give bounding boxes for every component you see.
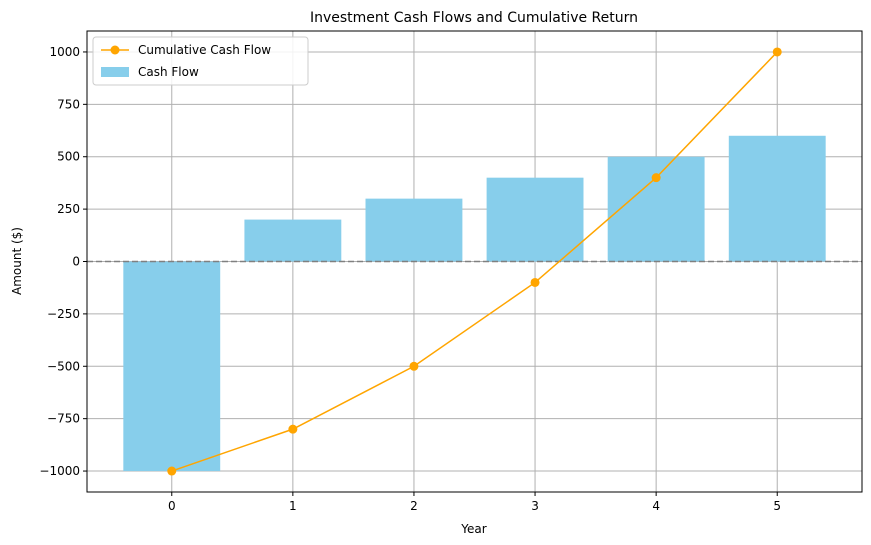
axis-ticks: 0 1 2 3 4 5 −1000 −750 −500 −250 0 250 500 750 1000 xyxy=(39,45,781,513)
y-tick-label: 0 xyxy=(72,255,80,269)
cumulative-point xyxy=(772,47,782,57)
line-series xyxy=(167,47,782,476)
legend-marker-swatch xyxy=(110,45,120,55)
chart-title: Investment Cash Flows and Cumulative Ret… xyxy=(310,10,638,26)
cumulative-point xyxy=(167,466,177,476)
y-tick-label: −1000 xyxy=(39,464,80,478)
x-tick-label: 3 xyxy=(531,499,539,513)
x-axis-label: Year xyxy=(460,522,486,536)
y-tick-label: 750 xyxy=(57,97,80,111)
y-tick-label: −250 xyxy=(47,307,80,321)
legend-bar-swatch xyxy=(101,67,129,77)
cumulative-point xyxy=(530,277,540,287)
legend: Cumulative Cash Flow Cash Flow xyxy=(92,36,309,86)
cash-flow-bar xyxy=(365,198,463,262)
y-tick-label: 250 xyxy=(57,202,80,216)
cash-flow-bar xyxy=(607,156,705,262)
cumulative-point xyxy=(288,424,298,434)
y-tick-label: 500 xyxy=(57,150,80,164)
x-tick-label: 5 xyxy=(773,499,781,513)
cumulative-cash-flow-line xyxy=(171,51,778,472)
cumulative-point xyxy=(651,173,661,183)
cash-flow-bar xyxy=(244,219,342,262)
x-tick-label: 4 xyxy=(652,499,660,513)
x-tick-label: 0 xyxy=(168,499,176,513)
legend-box xyxy=(92,36,309,86)
x-tick-label: 1 xyxy=(289,499,297,513)
legend-label-cumulative: Cumulative Cash Flow xyxy=(138,43,271,57)
y-tick-label: 1000 xyxy=(49,45,80,59)
x-tick-label: 2 xyxy=(410,499,418,513)
cash-flow-bar xyxy=(486,177,584,262)
cash-flow-bar xyxy=(123,261,221,472)
y-tick-label: −500 xyxy=(47,359,80,373)
cash-flow-bar xyxy=(728,135,826,262)
y-axis-label: Amount ($) xyxy=(10,227,24,295)
cumulative-point xyxy=(409,361,419,371)
legend-label-cash-flow: Cash Flow xyxy=(138,65,199,79)
bar-series xyxy=(123,135,826,472)
y-tick-label: −750 xyxy=(47,412,80,426)
